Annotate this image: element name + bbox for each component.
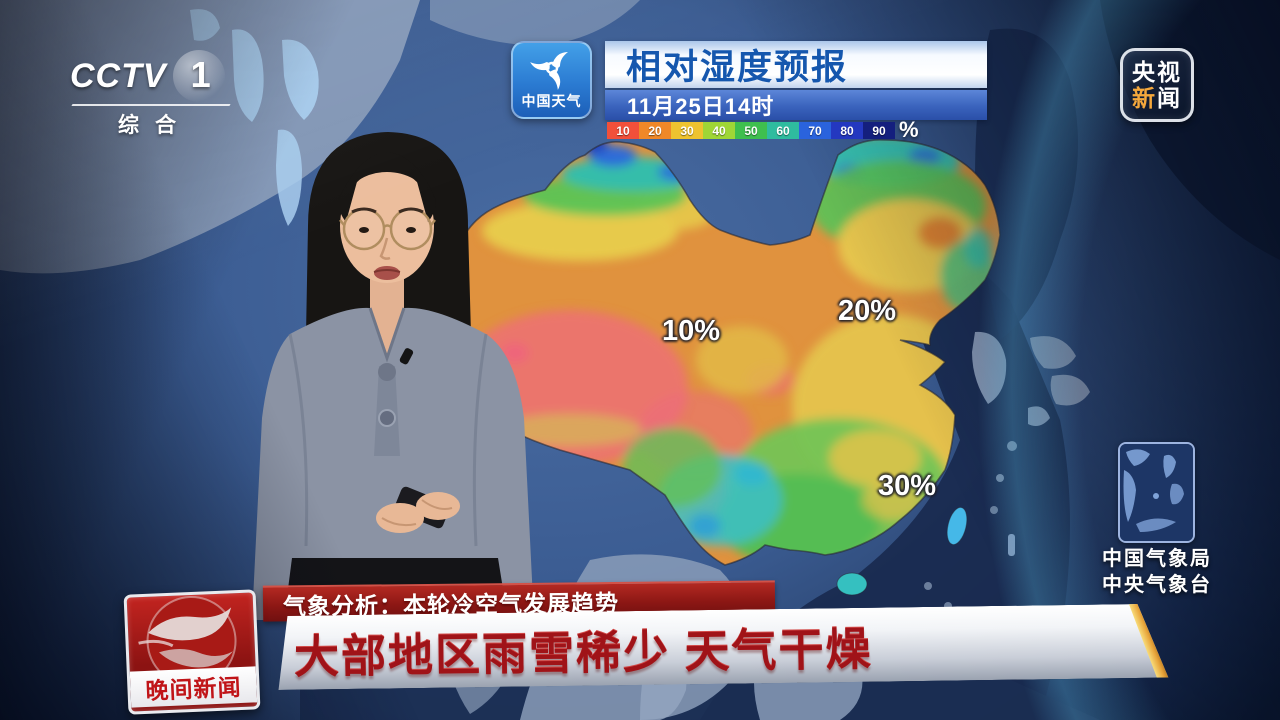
- forecast-datetime-bar: 11月25日14时: [605, 90, 987, 120]
- presenter: [252, 132, 534, 620]
- scale-tick: 20: [639, 122, 671, 139]
- scale-tick: 80: [831, 122, 863, 139]
- map-label-30pct: 30%: [878, 470, 937, 502]
- scale-tick: 10: [607, 122, 639, 139]
- scale-tick: 30: [671, 122, 703, 139]
- map-label-10pct: 10%: [662, 315, 721, 347]
- china-weather-logo: 中国天气: [511, 41, 592, 119]
- agency-line1: 中国气象局: [1102, 548, 1212, 570]
- station-logo-text: CCTV: [70, 56, 167, 95]
- station-service-name: 综合: [118, 114, 192, 137]
- program-badge-name: 晚间新闻: [145, 673, 243, 704]
- station-logo: CCTV 1 综合: [70, 50, 270, 137]
- scale-tick: 50: [735, 122, 767, 139]
- channel-number-circle: [172, 50, 225, 102]
- station-logo-underline: [71, 104, 231, 106]
- scale-tick: 40: [703, 122, 735, 139]
- channel-number: 1: [190, 54, 211, 95]
- agency-credit: 中国气象局 中央气象台: [1082, 546, 1232, 598]
- scale-tick: 70: [799, 122, 831, 139]
- map-label-20pct: 20%: [838, 295, 897, 327]
- news-badge-char-xin: 新: [1132, 85, 1157, 111]
- program-badge-globe-icon: [138, 596, 237, 687]
- ticker-headline-text: 大部地区雨雪稀少 天气干燥: [293, 623, 873, 683]
- south-china-sea-inset-map: [1118, 442, 1195, 543]
- program-badge-strip: 晚间新闻: [129, 666, 258, 708]
- scale-unit-label: %: [899, 117, 919, 142]
- typhoon-swirl-icon: [529, 52, 568, 90]
- program-badge: 晚间新闻: [123, 589, 261, 715]
- scale-tick: 60: [767, 122, 799, 139]
- forecast-title-bar: 相对湿度预报: [605, 41, 987, 88]
- forecast-title: 相对湿度预报: [626, 48, 849, 87]
- scale-tick: 90: [863, 122, 895, 139]
- news-badge-line1: 央视: [1132, 59, 1182, 85]
- news-badge-char-wen: 闻: [1157, 85, 1182, 111]
- news-badge-line2: 新闻: [1132, 85, 1182, 111]
- ticker-headline-bar: 大部地区雨雪稀少 天气干燥: [277, 604, 1168, 690]
- agency-line2: 中央气象台: [1102, 574, 1212, 596]
- cctv-news-badge: 央视 新闻: [1120, 48, 1194, 122]
- forecast-datetime: 11月25日14时: [627, 94, 775, 119]
- humidity-color-scale: 10 20 30 40 50 60 70 80 90: [607, 122, 895, 139]
- provider-name: 中国天气: [521, 93, 582, 109]
